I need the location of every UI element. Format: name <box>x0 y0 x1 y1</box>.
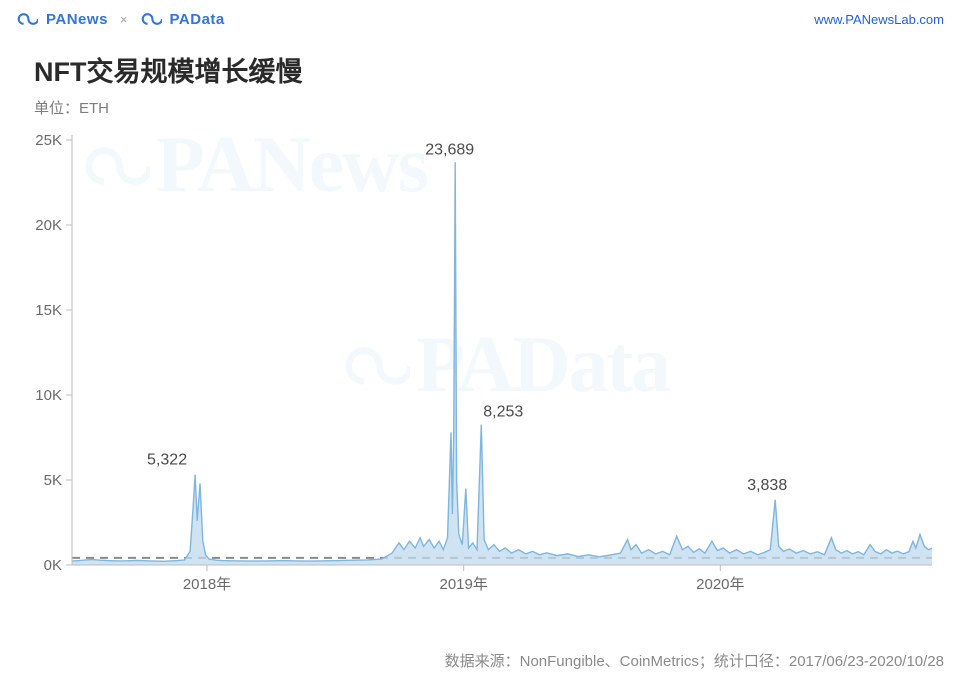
svg-text:2018年: 2018年 <box>183 576 231 593</box>
header-url: www.PANewsLab.com <box>814 12 944 27</box>
svg-text:2020年: 2020年 <box>696 576 744 593</box>
title-block: NFT交易规模增长缓慢 单位：ETH <box>34 50 302 118</box>
svg-text:3,838: 3,838 <box>747 477 787 494</box>
svg-text:23,689: 23,689 <box>425 141 474 158</box>
svg-text:2019年: 2019年 <box>439 576 487 593</box>
svg-text:10K: 10K <box>35 387 62 404</box>
chart: 0K 5K 10K 15K 20K 25K 2018年 2019年 2020年 5,322 23,6… <box>22 120 942 607</box>
svg-text:15K: 15K <box>35 302 62 319</box>
svg-text:0K: 0K <box>44 557 62 574</box>
brand-padata: PAData <box>170 11 225 28</box>
chart-unit: 单位：ETH <box>34 97 302 118</box>
svg-text:20K: 20K <box>35 217 62 234</box>
infinity-icon <box>16 12 38 26</box>
svg-text:8,253: 8,253 <box>483 404 523 421</box>
brand-block: PANews × PAData <box>16 11 225 28</box>
chart-title: NFT交易规模增长缓慢 <box>34 50 302 89</box>
brand-sep: × <box>120 12 128 27</box>
svg-text:5,322: 5,322 <box>147 452 187 469</box>
svg-text:5K: 5K <box>44 472 62 489</box>
infinity-icon <box>140 12 162 26</box>
source-line: 数据来源：NonFungible、CoinMetrics；统计口径：2017/0… <box>445 650 944 671</box>
header: PANews × PAData www.PANewsLab.com <box>16 8 944 30</box>
svg-text:25K: 25K <box>35 132 62 149</box>
brand-panews: PANews <box>46 11 108 28</box>
